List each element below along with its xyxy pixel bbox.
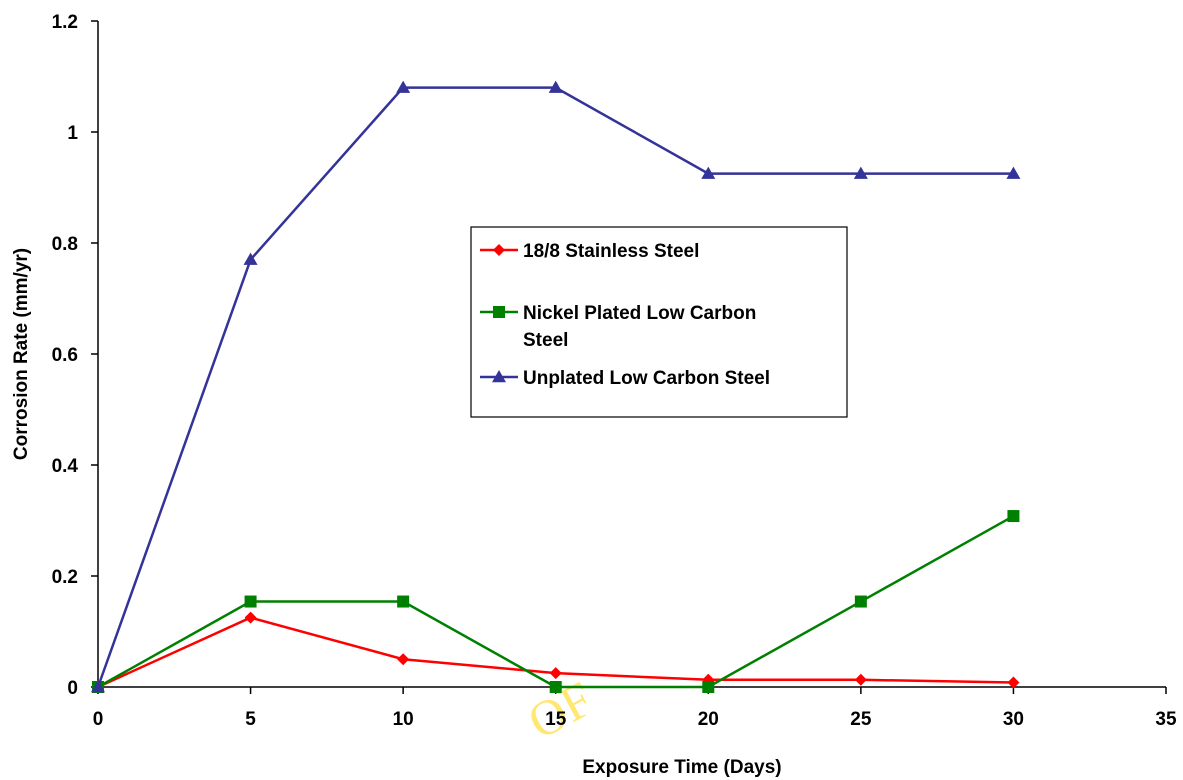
x-tick-label: 0	[93, 709, 104, 730]
data-point	[548, 80, 563, 93]
legend-label: 18/8 Stainless Steel	[523, 241, 699, 262]
x-tick-label: 5	[245, 709, 256, 730]
legend-marker	[493, 244, 505, 256]
legend: 18/8 Stainless Steel Nickel Plated Low Ca…	[470, 226, 848, 418]
x-tick-label: 25	[850, 709, 872, 730]
x-axis-title: Exposure Time (Days)	[582, 757, 781, 778]
data-point	[1007, 510, 1020, 523]
x-tick-label: 20	[698, 709, 719, 730]
x-tick-label: 30	[1003, 709, 1024, 730]
legend-entry-2: Nickel Plated Low Carbon Steel	[480, 303, 756, 351]
y-ticks: 0 0.2 0.4 0.6 0.8 1 1.2	[52, 12, 98, 699]
data-point	[397, 653, 410, 666]
data-point	[702, 681, 715, 693]
y-tick-label: 1	[67, 123, 78, 144]
data-point	[549, 667, 562, 680]
data-point	[854, 595, 867, 608]
legend-entry-3: Unplated Low Carbon Steel	[480, 368, 770, 389]
x-tick-label: 15	[545, 709, 567, 730]
y-tick-label: 0.4	[52, 456, 79, 477]
series-line	[97, 514, 1015, 689]
legend-box	[470, 226, 848, 418]
x-tick-label: 10	[393, 709, 414, 730]
data-point	[244, 611, 257, 624]
y-tick-label: 0.8	[52, 234, 78, 255]
data-point	[244, 595, 257, 608]
data-point	[397, 595, 410, 608]
data-point	[853, 166, 868, 179]
data-point	[549, 681, 562, 693]
y-tick-label: 1.2	[52, 12, 78, 33]
x-tick-label: 35	[1155, 709, 1177, 730]
data-point	[1006, 166, 1021, 179]
data-point	[243, 252, 258, 265]
data-point	[854, 673, 867, 686]
series-2	[92, 510, 1020, 693]
series-3	[91, 80, 1021, 693]
data-point	[396, 80, 411, 93]
y-tick-label: 0.6	[52, 345, 78, 366]
legend-label: Unplated Low Carbon Steel	[523, 368, 770, 389]
legend-marker	[493, 306, 505, 318]
legend-marker	[492, 370, 506, 383]
y-tick-label: 0	[67, 678, 78, 699]
legend-label: Nickel Plated Low Carbon Steel	[523, 303, 756, 351]
data-point	[701, 166, 716, 179]
x-ticks: 0 5 10 15 20 25 30 35	[93, 687, 1177, 730]
y-tick-label: 0.2	[52, 567, 78, 588]
data-point	[91, 680, 105, 693]
y-axis-title: Corrosion Rate (mm/yr)	[11, 248, 32, 460]
series-group	[91, 80, 1021, 693]
legend-entry-1: 18/8 Stainless Steel	[480, 241, 699, 262]
data-point	[1007, 676, 1020, 689]
